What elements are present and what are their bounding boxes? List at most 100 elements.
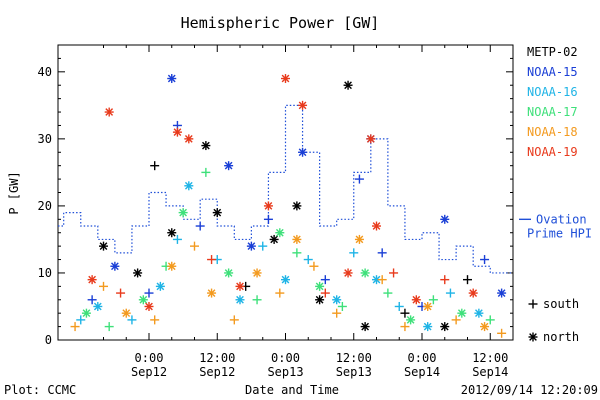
south-point-noaa-17-11 xyxy=(337,301,347,311)
legend-plus-symbol xyxy=(528,299,538,309)
north-point-metp-02-11 xyxy=(360,322,370,332)
x-tick-time-5: 12:00 xyxy=(472,351,508,365)
north-point-noaa-15-6 xyxy=(224,161,234,171)
north-point-noaa-19-5 xyxy=(184,134,194,144)
legend-entry-metp-02: METP-02 xyxy=(527,45,578,59)
north-point-noaa-15-15 xyxy=(440,214,450,224)
north-point-noaa-18-2 xyxy=(121,308,131,318)
north-point-noaa-17-12 xyxy=(360,268,370,278)
south-point-noaa-17-1 xyxy=(104,322,114,332)
north-point-metp-02-3 xyxy=(167,228,177,238)
north-point-noaa-16-9 xyxy=(281,275,290,285)
legend-entry-noaa-15: NOAA-15 xyxy=(527,65,578,79)
north-point-noaa-16-5 xyxy=(184,181,194,191)
north-point-noaa-17-2 xyxy=(138,295,148,305)
plot-credit: Plot: CCMC xyxy=(4,383,76,397)
north-point-metp-02-0 xyxy=(99,241,108,251)
plot-timestamp: 2012/09/14 12:20:09 xyxy=(461,383,598,397)
x-tick-time-2: 0:00 xyxy=(271,351,300,365)
south-point-metp-02-12 xyxy=(400,308,410,318)
ovation-step-path xyxy=(58,104,513,274)
north-point-noaa-17-6 xyxy=(224,268,234,278)
south-point-noaa-18-3 xyxy=(150,315,160,325)
north-point-noaa-18-13 xyxy=(354,234,364,244)
x-tick-date-5: Sep14 xyxy=(472,365,508,379)
x-tick-date-1: Sep12 xyxy=(199,365,235,379)
north-point-metp-02-4 xyxy=(201,141,211,151)
legend-south-label: south xyxy=(543,297,579,311)
south-point-noaa-18-17 xyxy=(451,315,461,325)
legend-star-symbol xyxy=(528,332,538,342)
north-point-noaa-17-14 xyxy=(406,315,416,325)
north-point-noaa-17-16 xyxy=(457,308,467,318)
north-point-noaa-19-10 xyxy=(298,100,308,110)
north-point-noaa-17-10 xyxy=(315,281,325,291)
south-point-noaa-16-12 xyxy=(349,248,359,258)
south-point-noaa-17-9 xyxy=(292,248,302,258)
y-tick-label-2: 20 xyxy=(38,199,52,213)
north-point-metp-02-8 xyxy=(292,201,302,211)
y-axis-ticks: 0 10 20 30 40 xyxy=(38,44,513,347)
north-point-noaa-19-0 xyxy=(104,107,114,117)
x-tick-time-1: 12:00 xyxy=(199,351,235,365)
north-point-noaa-15-1 xyxy=(110,261,120,271)
north-point-noaa-15-7 xyxy=(246,241,256,251)
south-point-noaa-16-0 xyxy=(76,315,86,325)
x-tick-date-4: Sep14 xyxy=(404,365,440,379)
north-point-metp-02-13 xyxy=(440,322,450,332)
south-point-noaa-15-11 xyxy=(354,174,364,184)
x-axis-ticks: 0:00Sep1212:00Sep120:00Sep1312:00Sep130:… xyxy=(103,45,514,379)
south-point-noaa-17-13 xyxy=(383,288,393,298)
north-point-metp-02-7 xyxy=(269,234,279,244)
south-point-noaa-19-2 xyxy=(116,288,126,298)
north-point-noaa-18-8 xyxy=(252,268,262,278)
north-point-noaa-16-11 xyxy=(332,295,342,305)
legend-ovation-label-2: Prime HPI xyxy=(527,226,592,240)
north-point-noaa-16-13 xyxy=(372,275,381,285)
north-point-noaa-19-1 xyxy=(87,275,97,285)
south-point-noaa-17-5 xyxy=(201,167,211,177)
legend-entry-noaa-18: NOAA-18 xyxy=(527,125,578,139)
y-axis-label: P [GW] xyxy=(7,171,21,214)
legend-entry-noaa-19: NOAA-19 xyxy=(527,145,578,159)
north-point-noaa-15-17 xyxy=(497,288,507,298)
north-point-noaa-16-7 xyxy=(235,295,245,305)
south-point-noaa-19-6 xyxy=(207,255,217,265)
north-point-noaa-19-8 xyxy=(263,201,273,211)
south-point-noaa-16-16 xyxy=(445,288,455,298)
chart-title: Hemispheric Power [GW] xyxy=(181,14,380,32)
south-point-noaa-18-1 xyxy=(99,281,108,291)
north-point-noaa-15-3 xyxy=(167,74,177,84)
north-point-noaa-16-17 xyxy=(474,308,484,318)
north-point-noaa-19-3 xyxy=(144,301,154,311)
south-point-noaa-18-5 xyxy=(190,241,199,251)
x-tick-date-0: Sep12 xyxy=(131,365,167,379)
legend-ovation-label-1: Ovation xyxy=(536,212,587,226)
north-point-noaa-18-10 xyxy=(292,234,302,244)
south-point-noaa-18-11 xyxy=(309,261,319,271)
south-point-noaa-16-8 xyxy=(258,241,268,251)
north-point-noaa-16-3 xyxy=(155,281,165,291)
north-point-metp-02-10 xyxy=(343,80,353,90)
y-tick-label-3: 30 xyxy=(38,132,52,146)
south-point-noaa-17-15 xyxy=(428,295,438,305)
south-point-noaa-15-8 xyxy=(263,214,273,224)
north-point-noaa-19-16 xyxy=(411,295,421,305)
x-tick-date-3: Sep13 xyxy=(336,365,372,379)
south-point-noaa-17-17 xyxy=(485,315,495,325)
south-point-noaa-18-14 xyxy=(377,275,387,285)
south-point-noaa-18-15 xyxy=(400,322,410,332)
north-point-noaa-19-14 xyxy=(372,221,381,231)
north-point-noaa-16-15 xyxy=(423,322,433,332)
south-point-noaa-16-2 xyxy=(127,315,137,325)
north-point-noaa-19-12 xyxy=(343,268,353,278)
north-point-noaa-18-18 xyxy=(480,322,490,332)
north-point-noaa-16-1 xyxy=(93,301,103,311)
south-point-noaa-16-10 xyxy=(303,255,313,265)
ovation-step-line xyxy=(58,104,513,274)
y-tick-label-1: 10 xyxy=(38,266,52,280)
north-point-noaa-18-4 xyxy=(167,261,177,271)
south-point-noaa-16-4 xyxy=(172,234,182,244)
legend: METP-02 NOAA-15 NOAA-16 NOAA-17 NOAA-18 NOAA-… xyxy=(519,45,592,344)
